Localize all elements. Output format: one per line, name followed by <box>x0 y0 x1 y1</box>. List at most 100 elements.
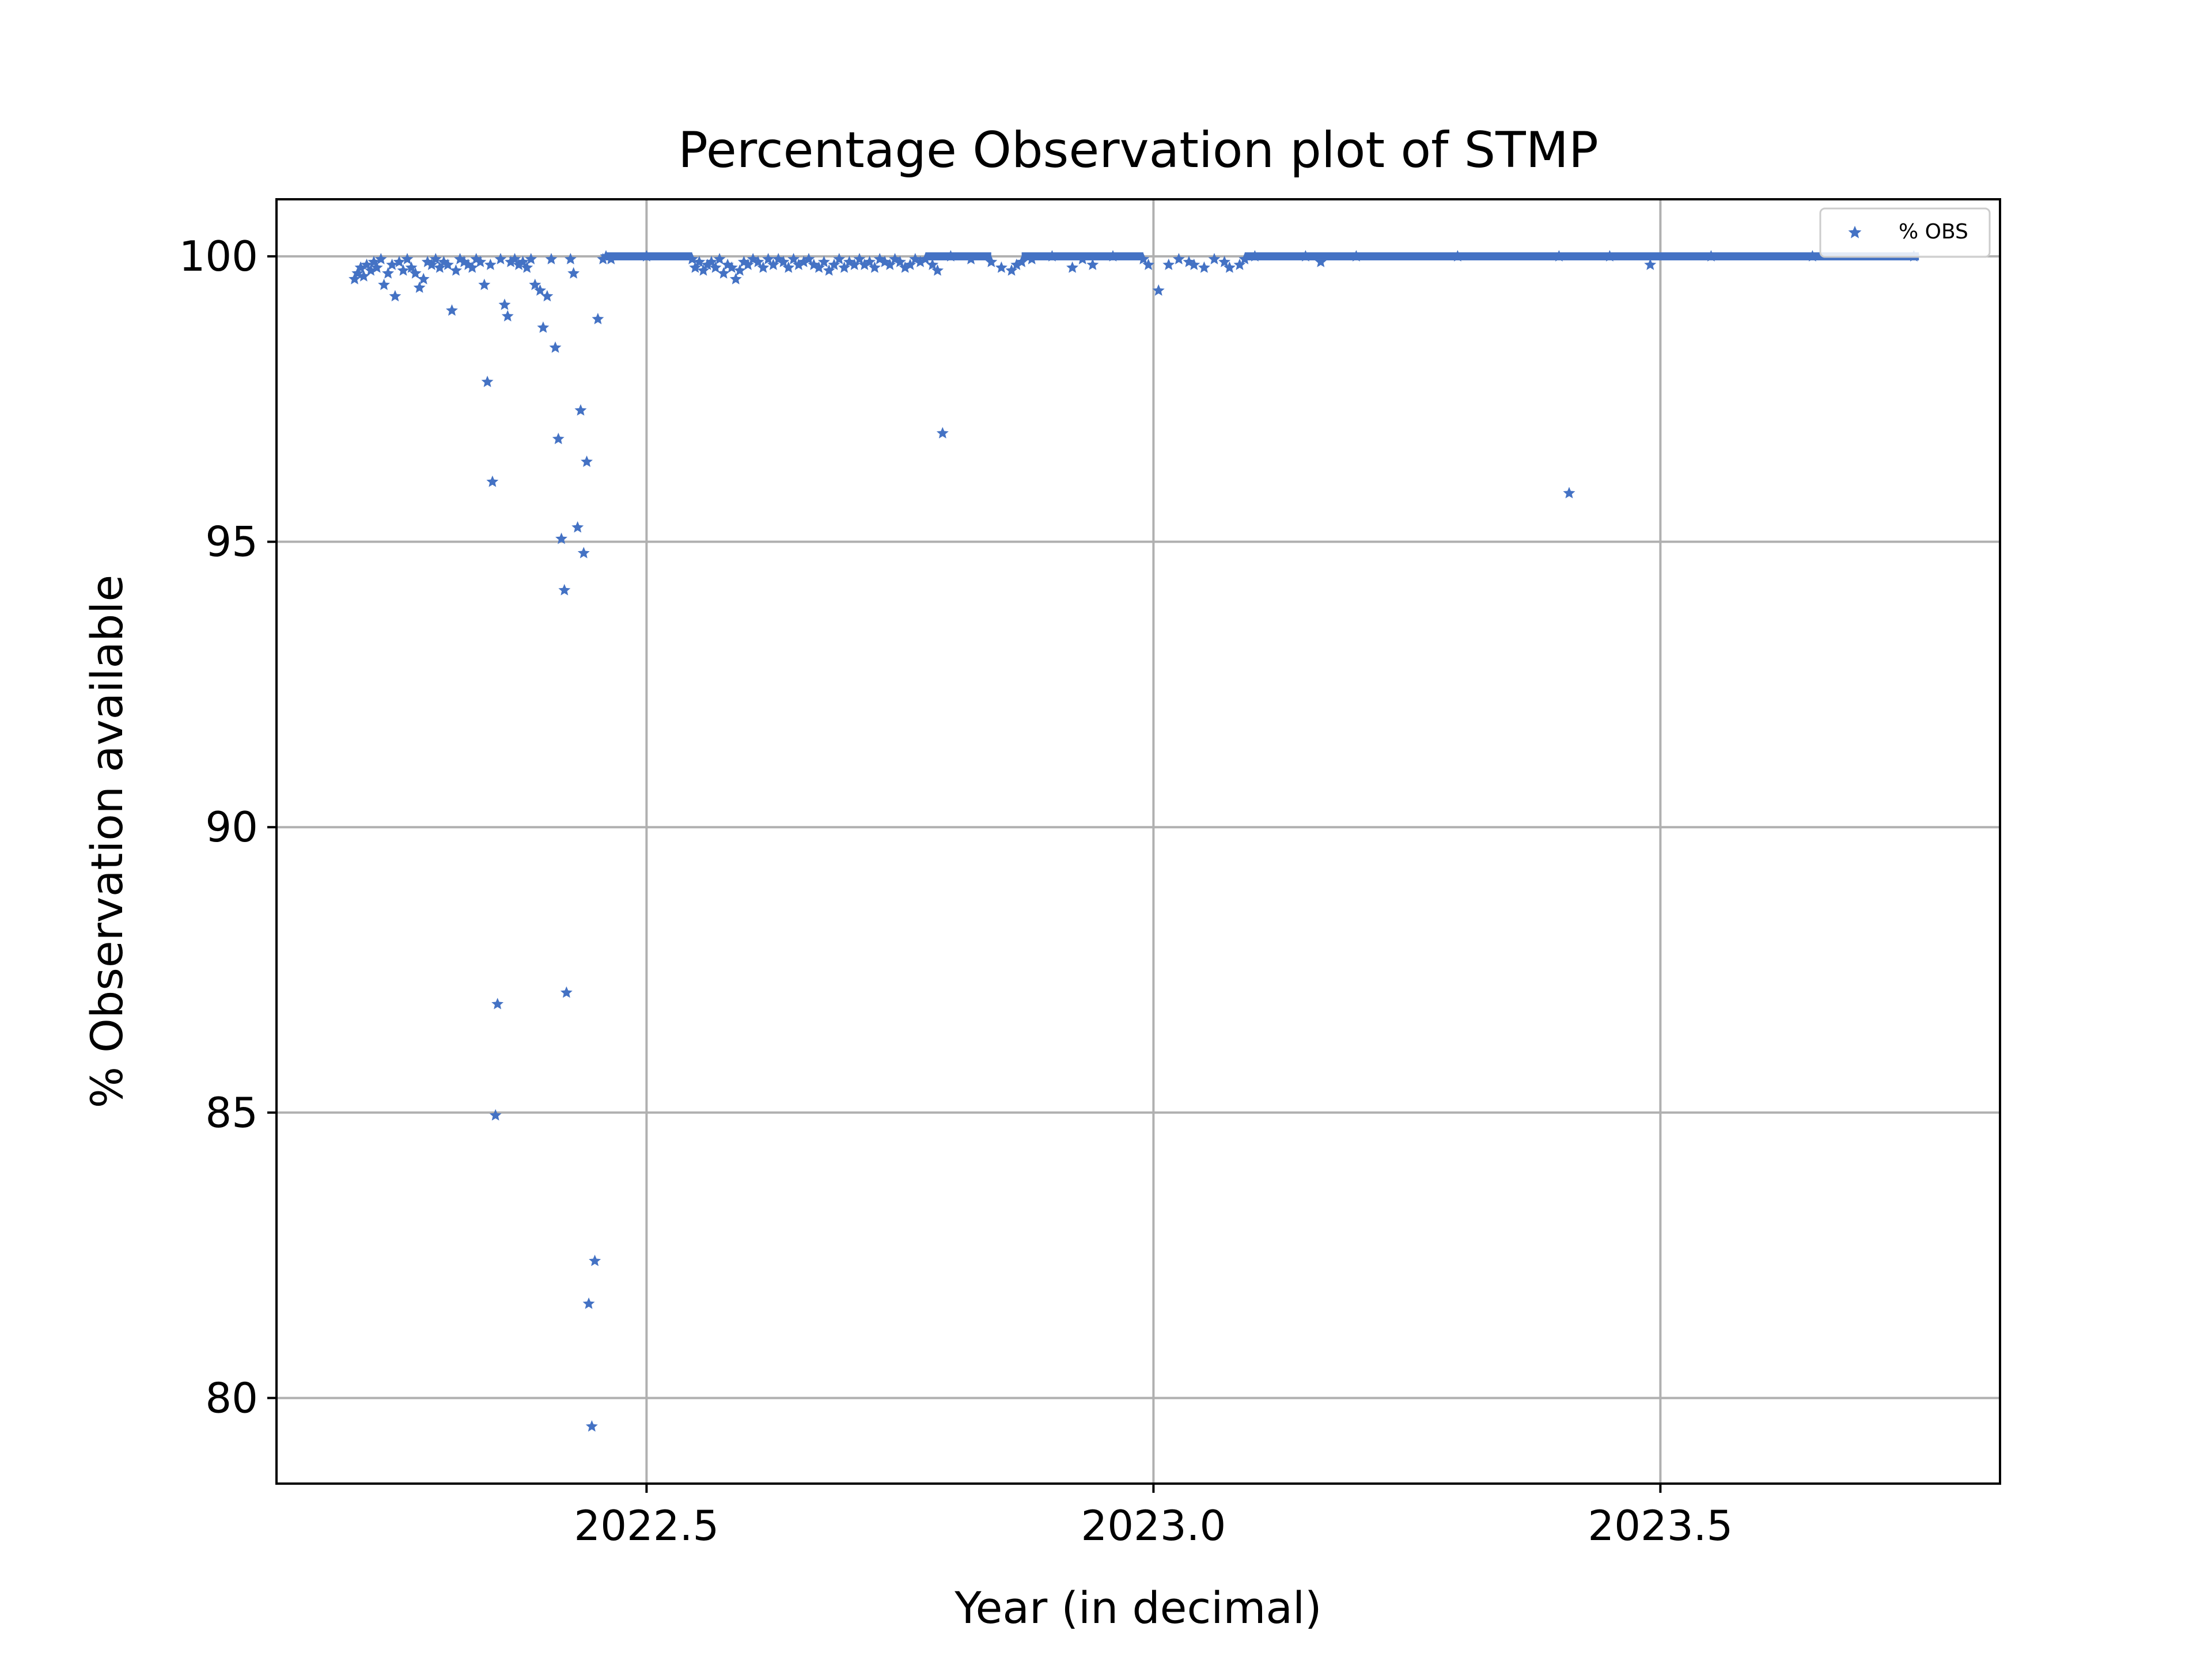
data-point <box>893 256 906 267</box>
data-point <box>486 475 499 487</box>
data-point <box>828 259 840 270</box>
data-point <box>782 261 795 273</box>
chart-title: Percentage Observation plot of STMP <box>678 122 1599 179</box>
data-point <box>693 256 706 267</box>
data-point <box>914 256 927 267</box>
data-point <box>689 261 702 273</box>
data-point <box>1451 250 1464 261</box>
data-point <box>823 264 835 276</box>
data-point <box>558 583 571 596</box>
data-point <box>713 253 726 264</box>
data-point <box>582 1297 595 1309</box>
data-point <box>1046 250 1058 261</box>
data-point <box>450 264 462 276</box>
data-point <box>838 261 851 273</box>
data-point <box>397 264 410 276</box>
data-point <box>382 267 395 279</box>
data-point <box>413 281 426 293</box>
data-point <box>466 261 479 273</box>
y-tick-label: 95 <box>205 518 258 566</box>
data-point <box>741 259 754 270</box>
data-point <box>555 532 567 544</box>
y-tick-label: 80 <box>205 1374 258 1422</box>
data-point <box>757 261 770 273</box>
data-point <box>817 256 830 267</box>
data-point <box>571 521 584 533</box>
data-point <box>491 998 504 1010</box>
data-point <box>787 253 800 264</box>
data-point <box>425 259 438 270</box>
data-point <box>478 278 491 290</box>
data-point <box>733 264 746 276</box>
x-tick-label: 2023.5 <box>1588 1501 1733 1550</box>
data-point <box>919 253 931 264</box>
data-point <box>1315 256 1327 267</box>
data-point <box>374 253 387 264</box>
data-point <box>995 261 1007 273</box>
data-point <box>904 259 916 270</box>
data-point <box>729 272 742 285</box>
data-point <box>640 250 653 261</box>
data-point <box>717 267 730 279</box>
y-axis-label: % Observation available <box>81 575 132 1108</box>
data-point <box>549 341 562 353</box>
data-point <box>378 278 390 290</box>
data-point <box>1198 261 1210 273</box>
legend: % OBS <box>1819 207 1991 258</box>
data-point <box>965 253 978 264</box>
data-point <box>585 1420 598 1432</box>
data-point <box>797 256 810 267</box>
data-point <box>725 261 738 273</box>
data-point <box>767 259 779 270</box>
data-point <box>389 290 402 302</box>
data-point <box>574 404 587 416</box>
data-point <box>1152 284 1165 296</box>
data-point <box>853 253 866 264</box>
data-point <box>1066 261 1079 273</box>
plot-frame <box>275 198 2001 1485</box>
data-point <box>936 427 949 439</box>
data-point <box>1563 487 1575 499</box>
data-point <box>792 259 805 270</box>
data-point <box>1162 259 1175 270</box>
data-point <box>442 259 454 270</box>
data-point <box>564 253 577 264</box>
data-point <box>545 253 558 264</box>
data-point <box>899 261 911 273</box>
data-point <box>802 253 815 264</box>
data-point <box>386 259 399 270</box>
data-point <box>697 264 710 276</box>
data-point <box>1142 259 1155 270</box>
data-point <box>833 253 846 264</box>
data-point <box>1005 264 1018 276</box>
data-point <box>709 261 722 273</box>
data-point <box>529 278 541 290</box>
data-point <box>1218 256 1231 267</box>
data-point <box>1603 250 1616 261</box>
data-point <box>552 433 565 445</box>
data-point <box>944 250 957 261</box>
data-point <box>1233 259 1246 270</box>
data-point <box>525 253 537 264</box>
x-tick-label: 2022.5 <box>574 1501 719 1550</box>
data-point <box>701 259 714 270</box>
data-point <box>848 259 861 270</box>
data-point <box>537 321 550 333</box>
data-point <box>541 290 554 302</box>
legend-box <box>1819 207 1991 258</box>
marks-layer <box>349 250 1920 1432</box>
data-point <box>1644 259 1657 270</box>
data-point <box>1025 253 1038 264</box>
data-point <box>1705 250 1717 261</box>
data-point <box>592 313 604 324</box>
data-point <box>560 986 573 998</box>
data-point <box>1299 250 1312 261</box>
ticks-layer: 80 85 90 95 100 2022.5 2023.0 2023.5 <box>179 232 1733 1550</box>
data-point <box>926 259 939 270</box>
y-tick-label: 90 <box>205 803 258 851</box>
data-point <box>1248 250 1261 261</box>
data-point <box>474 256 487 267</box>
